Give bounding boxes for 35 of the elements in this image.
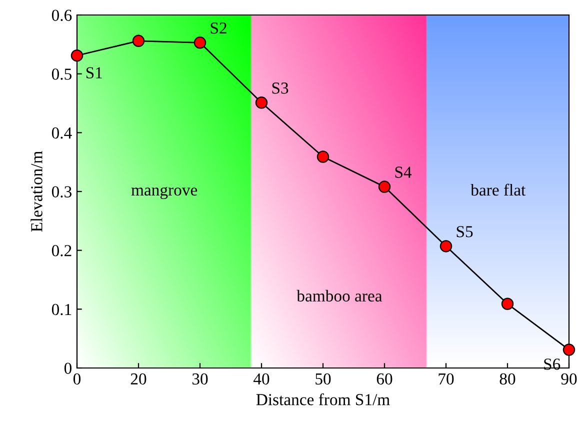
annotation: mangrove [131,186,198,200]
y-tick-label: 0.4 [52,127,72,139]
x-axis-title: Distance from S1/m [256,393,390,406]
y-tick-label: 0.2 [52,245,72,256]
x-tick-label: 60 [376,373,392,385]
annotation: S1 [86,67,102,78]
y-tick-label: 0.6 [52,10,72,22]
y-axis-title: Elevation/m [30,151,42,232]
point [440,240,452,252]
x-tick-label: 40 [253,373,270,385]
x-tick-label: 90 [561,373,577,385]
point [194,36,206,49]
y-tick-label: 0.1 [52,304,72,316]
annotation: S4 [395,166,412,178]
y-tick-label: 0 [64,362,72,374]
point [70,49,84,62]
y-tick-label: 0.5 [52,68,72,80]
point [378,180,391,193]
point [501,298,514,310]
point [255,96,268,109]
x-tick-label: 80 [500,373,516,385]
annotation: S3 [272,82,288,94]
annotation: bare flat [470,184,526,196]
y-tick-label: 0.3 [52,186,72,198]
x-tick-label: 70 [438,373,454,385]
point [562,344,576,356]
x-tick-label: 0 [73,373,81,385]
x-tick-label: 50 [316,373,331,385]
point [132,34,145,47]
point [316,150,330,163]
x-tick-label: 20 [130,373,146,385]
annotation: bamboo area [296,290,382,302]
x-tick-label: 30 [192,373,208,385]
annotation: S2 [210,22,226,34]
annotation: S5 [456,226,473,238]
